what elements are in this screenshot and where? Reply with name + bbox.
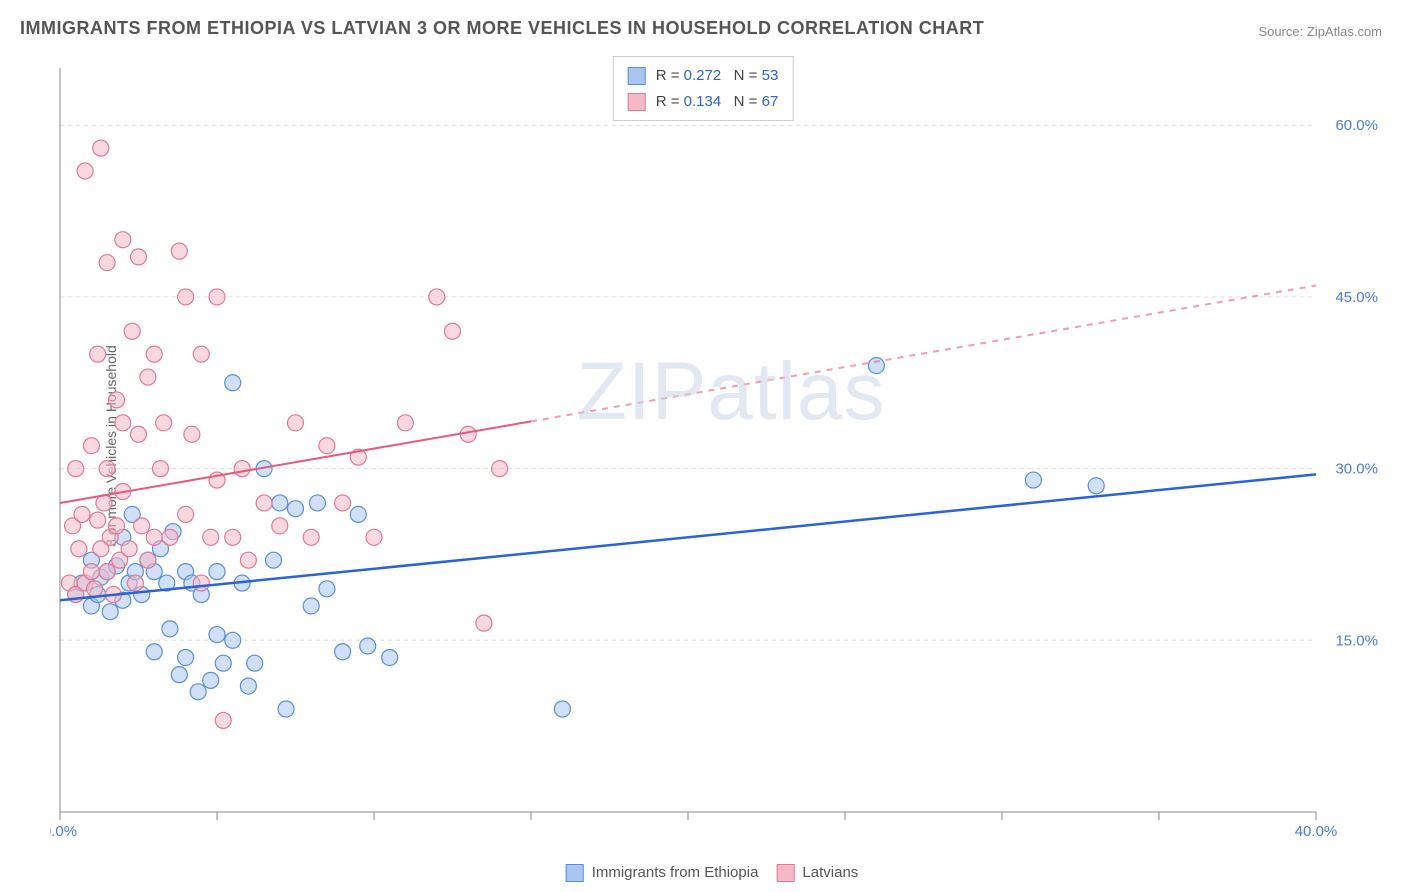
- source-label: Source: ZipAtlas.com: [1258, 24, 1382, 39]
- chart-title: IMMIGRANTS FROM ETHIOPIA VS LATVIAN 3 OR…: [20, 18, 984, 39]
- svg-text:60.0%: 60.0%: [1335, 117, 1378, 134]
- svg-text:40.0%: 40.0%: [1295, 823, 1338, 840]
- svg-text:0.0%: 0.0%: [50, 823, 77, 840]
- chart-area: 15.0% 30.0% 45.0% 60.0% 0.0% 40.0%: [50, 60, 1386, 842]
- series-legend: Immigrants from EthiopiaLatvians: [548, 864, 859, 882]
- scatter-plot: 15.0% 30.0% 45.0% 60.0% 0.0% 40.0%: [50, 60, 1386, 842]
- correlation-legend: R = 0.272 N = 53R = 0.134 N = 67: [613, 56, 794, 121]
- svg-text:15.0%: 15.0%: [1335, 632, 1378, 649]
- svg-text:30.0%: 30.0%: [1335, 461, 1378, 478]
- svg-text:45.0%: 45.0%: [1335, 289, 1378, 306]
